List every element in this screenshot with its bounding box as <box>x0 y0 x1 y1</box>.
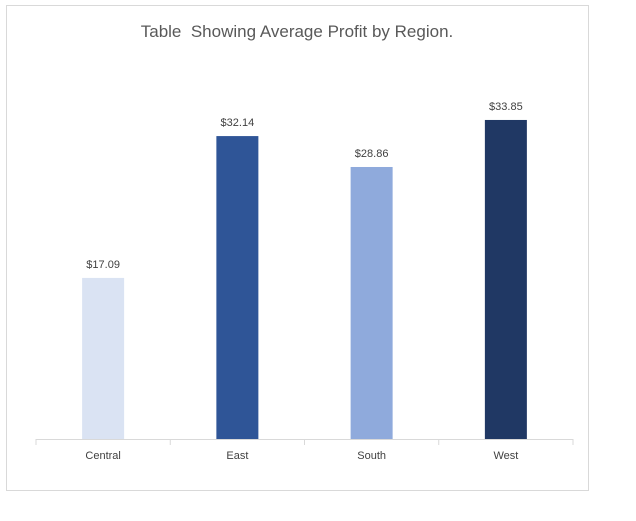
bar-west <box>484 119 527 440</box>
data-label-west: $33.85 <box>489 101 523 113</box>
bar-central <box>82 277 125 439</box>
data-label-east: $32.14 <box>221 117 255 129</box>
data-label-south: $28.86 <box>355 148 389 160</box>
tick-label-east: East <box>226 450 248 462</box>
tick-label-south: South <box>357 450 386 462</box>
x-axis-tick-labels: Central East South West <box>85 450 518 462</box>
data-label-central: $17.09 <box>86 259 120 271</box>
bars-group <box>82 119 527 440</box>
x-axis-ticks <box>35 439 574 445</box>
bar-south <box>350 166 393 439</box>
data-labels-group: $17.09 $32.14 $28.86 $33.85 <box>86 101 522 271</box>
tick-label-central: Central <box>85 450 120 462</box>
bar-east <box>216 136 259 439</box>
chart-title: Table Showing Average Profit by Region. <box>141 22 454 41</box>
tick-label-west: West <box>493 450 518 462</box>
